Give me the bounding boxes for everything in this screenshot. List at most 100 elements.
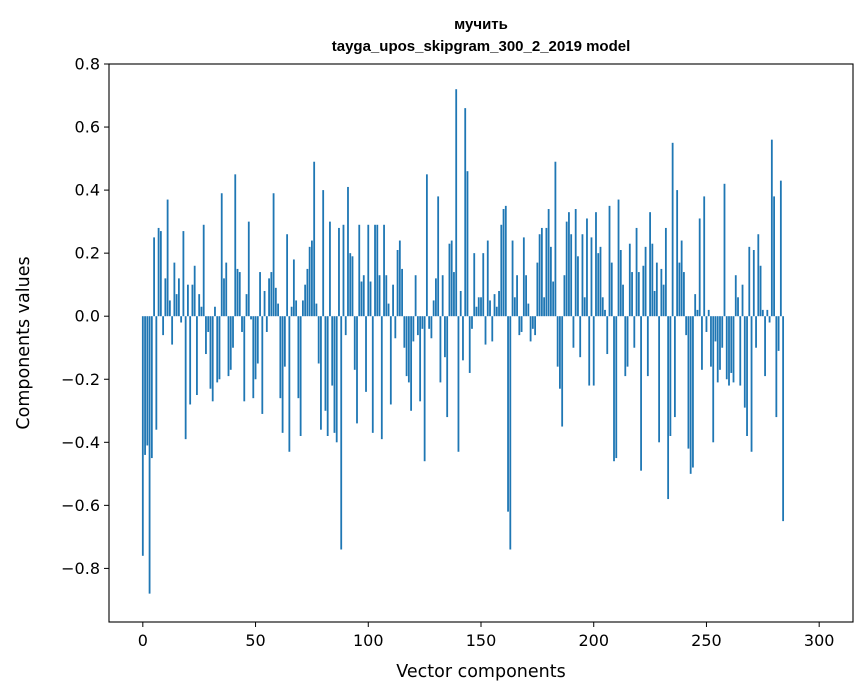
bar [146, 316, 149, 446]
bar [177, 278, 180, 317]
bar [459, 290, 462, 317]
bar [164, 278, 167, 317]
bar [308, 246, 311, 317]
x-axis-label: Vector components [396, 662, 565, 682]
bar [640, 316, 642, 471]
bar [707, 309, 710, 317]
bar [247, 221, 250, 317]
bar [322, 190, 325, 317]
bar [705, 316, 708, 332]
bar [626, 316, 629, 367]
bar [540, 227, 543, 317]
bar [628, 243, 631, 317]
bar [486, 240, 489, 317]
bar [162, 316, 165, 336]
bar [351, 256, 354, 317]
bar [441, 275, 444, 317]
plot-area-frame [108, 63, 854, 623]
bar [748, 246, 751, 317]
x-tick-label: 100 [353, 631, 384, 650]
bar [502, 209, 505, 317]
x-tick-label: 200 [578, 631, 609, 650]
bar [175, 294, 178, 317]
bar [450, 240, 453, 317]
bar [389, 316, 392, 405]
bar [419, 316, 422, 402]
bar [371, 316, 374, 433]
bar [725, 316, 728, 380]
bar [588, 316, 591, 386]
bar [563, 275, 566, 317]
bar [182, 231, 185, 317]
bar [743, 316, 746, 408]
bar [714, 316, 717, 342]
bar [374, 224, 376, 317]
bar [556, 316, 559, 367]
bar [173, 262, 176, 317]
bar [218, 316, 221, 380]
bar [299, 316, 302, 436]
bar [507, 316, 509, 512]
bar [207, 316, 210, 332]
y-axis-ticks: −0.8 −0.6 −0.4 −0.2 0.0 0.2 0.4 0.6 0.8 [61, 55, 109, 578]
bar [538, 234, 541, 317]
bar [428, 316, 431, 329]
bar [144, 316, 146, 455]
bar [227, 316, 230, 377]
bar [728, 316, 730, 386]
bar [471, 316, 473, 329]
bar [610, 262, 613, 317]
bar [232, 316, 234, 348]
bar [376, 224, 379, 317]
y-tick-label: 0.4 [75, 181, 100, 200]
bar [313, 161, 316, 317]
bar [356, 316, 358, 424]
bar [455, 89, 458, 317]
bar [148, 316, 151, 594]
bar [437, 196, 440, 317]
bar [286, 234, 289, 317]
bar [272, 193, 275, 317]
bar [531, 316, 534, 329]
bar [730, 316, 733, 373]
bar [342, 224, 345, 317]
bar [678, 262, 681, 317]
x-tick-label: 250 [691, 631, 722, 650]
bar [168, 300, 171, 317]
bar [216, 316, 219, 383]
bar [495, 306, 498, 317]
bar [155, 316, 158, 430]
bar [383, 224, 385, 317]
bar [347, 186, 349, 317]
bar [554, 161, 557, 317]
bar [721, 316, 724, 348]
bar [254, 316, 257, 380]
bar [529, 316, 532, 342]
bar [288, 316, 291, 452]
bar [655, 262, 658, 317]
bar [180, 316, 183, 323]
bar [581, 234, 584, 317]
bar [577, 256, 579, 317]
bar [338, 227, 340, 317]
x-tick-label: 50 [245, 631, 265, 650]
bar [504, 205, 507, 317]
bar [509, 316, 512, 550]
bar [256, 316, 259, 364]
bar [265, 316, 268, 332]
bar [673, 316, 676, 418]
bar [335, 316, 338, 443]
bar [407, 316, 410, 383]
bar [252, 316, 255, 399]
bar [243, 316, 246, 402]
bar [619, 250, 622, 317]
bar [572, 316, 575, 348]
bar [416, 316, 419, 336]
bar [329, 221, 331, 317]
bar [680, 240, 683, 317]
bar [574, 209, 577, 317]
bar [737, 297, 739, 317]
bar [777, 316, 780, 351]
bar [635, 227, 638, 317]
bar [290, 306, 293, 317]
